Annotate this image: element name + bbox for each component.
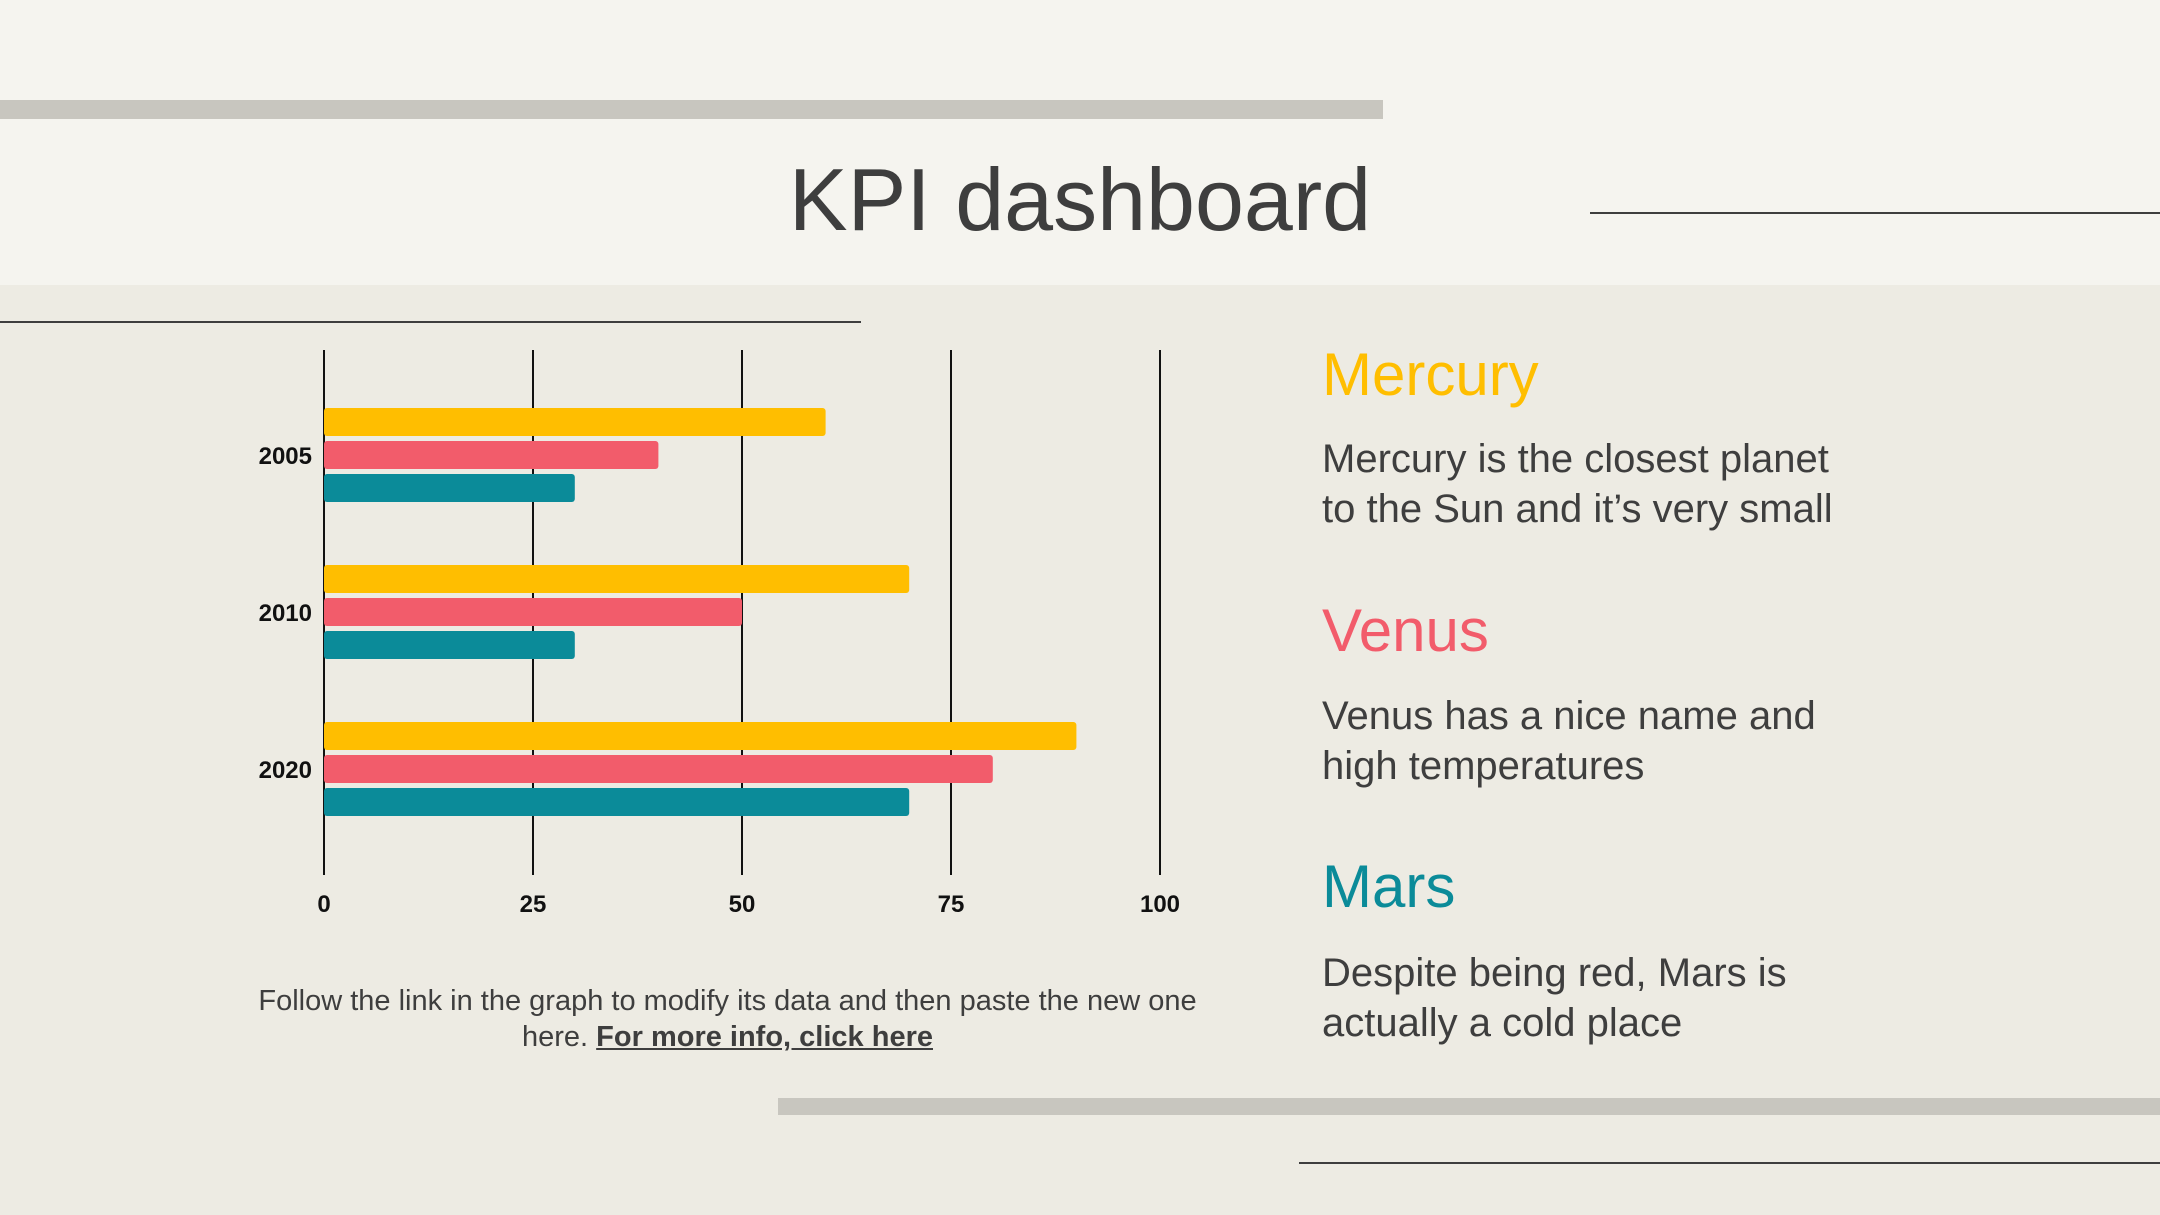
desc-line: actually a cold place	[1322, 1001, 1683, 1045]
bar-venus-2005	[324, 441, 659, 469]
y-tick-label: 2020	[259, 757, 312, 784]
desc-line: high temperatures	[1322, 744, 1645, 788]
top-decor-bar	[0, 100, 1383, 119]
footnote-text: Follow the link in the graph to modify i…	[258, 985, 1197, 1053]
x-tick-label: 50	[729, 891, 756, 918]
desc-line: Despite being red, Mars is	[1322, 951, 1787, 995]
desc-line: Venus has a nice name and	[1322, 694, 1816, 738]
legend-venus-title: Venus	[1322, 597, 1489, 664]
legend-venus-desc: Venus has a nice name and high temperatur…	[1322, 691, 2022, 791]
page-title: KPI dashboard	[788, 150, 1372, 249]
bottom-decor-bar	[778, 1098, 2160, 1115]
bar-mercury-2010	[324, 565, 910, 593]
desc-line: to the Sun and it’s very small	[1322, 487, 1833, 531]
x-tick-label: 75	[938, 891, 965, 918]
bottom-decor-line	[1299, 1162, 2160, 1164]
x-tick-label: 100	[1140, 891, 1180, 918]
bar-venus-2020	[324, 755, 993, 783]
header-band	[0, 0, 2160, 285]
x-tick-label: 0	[317, 891, 330, 918]
legend-mercury-title: Mercury	[1322, 341, 1539, 408]
footnote: Follow the link in the graph to modify i…	[240, 983, 1215, 1055]
legend-mars-desc: Despite being red, Mars is actually a col…	[1322, 948, 2022, 1048]
bar-mars-2005	[324, 474, 575, 502]
title-decor-line	[1590, 212, 2160, 214]
legend-mercury-desc: Mercury is the closest planet to the Sun …	[1322, 434, 2022, 534]
bar-venus-2010	[324, 598, 742, 626]
x-tick-label: 25	[520, 891, 547, 918]
y-tick-label: 2005	[259, 443, 312, 470]
bar-mercury-2005	[324, 408, 826, 436]
bar-chart: 0 25 50 75 100 2005 2010 2020	[259, 350, 1180, 918]
bar-mars-2020	[324, 788, 910, 816]
more-info-link[interactable]: For more info, click here	[596, 1021, 933, 1053]
desc-line: Mercury is the closest planet	[1322, 437, 1829, 481]
y-tick-label: 2010	[259, 600, 312, 627]
bar-mercury-2020	[324, 722, 1077, 750]
bar-mars-2010	[324, 631, 575, 659]
legend-mars-title: Mars	[1322, 853, 1456, 920]
chart-decor-line	[0, 321, 861, 323]
